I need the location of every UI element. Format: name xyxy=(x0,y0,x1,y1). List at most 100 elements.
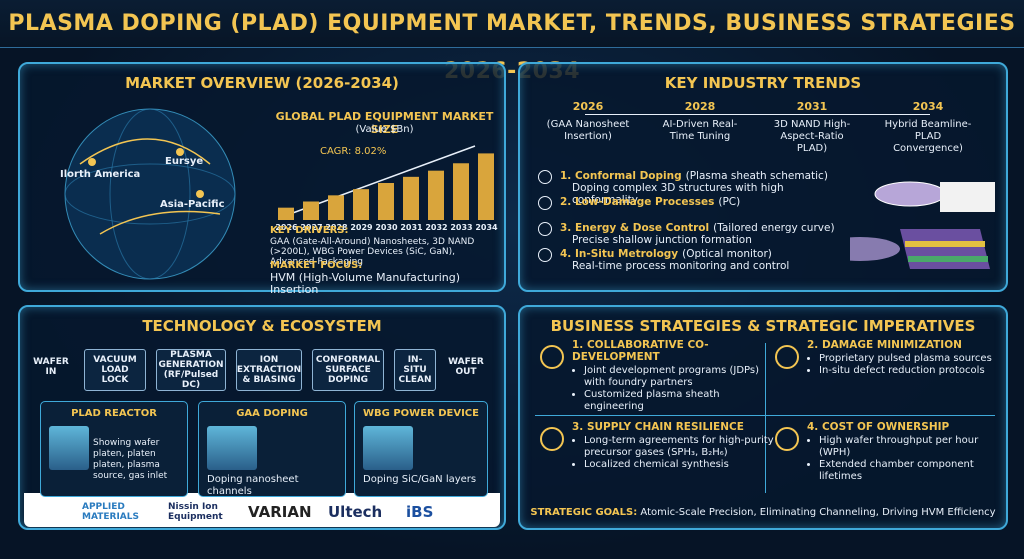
bullet: Customized plasma sheath engineering xyxy=(584,389,777,413)
x-tick-label: 2030 xyxy=(375,223,398,232)
strategy-icon xyxy=(540,427,564,451)
panel-heading: KEY INDUSTRY TRENDS xyxy=(664,74,862,92)
bar xyxy=(403,176,419,220)
page-title: PLASMA DOPING (PLAD) EQUIPMENT MARKET, T… xyxy=(0,0,1024,84)
strategy-icon xyxy=(775,427,799,451)
bullet: Extended chamber component lifetimes xyxy=(819,459,1012,483)
card-title: WBG POWER DEVICE xyxy=(363,408,479,419)
card-desc: Doping SiC/GaN layers xyxy=(363,474,477,485)
partner-logo: VARIAN xyxy=(248,503,312,521)
trend-icon xyxy=(538,248,552,262)
trend-note: (Optical monitor) xyxy=(682,248,772,260)
bullet: High wafer throughput per hour (WPH) xyxy=(819,435,1012,459)
strategy: 3. SUPPLY CHAIN RESILIENCE Long-term agre… xyxy=(572,421,777,471)
trend-item: 3. Energy & Dose Control (Tailored energy… xyxy=(560,222,850,246)
card-illustration xyxy=(207,426,257,470)
card-desc: Doping nanosheet channels xyxy=(207,474,299,497)
x-tick-label: 2027 xyxy=(300,223,322,232)
bar xyxy=(453,163,469,220)
trend-title: 3. Energy & Dose Control xyxy=(560,222,710,234)
flow-step: PLASMA GENERATION (RF/Pulsed DC) xyxy=(156,349,226,391)
strategy-icon xyxy=(540,345,564,369)
strategy-title: 4. COST OF OWNERSHIP xyxy=(807,421,950,433)
timeline-label: Hybrid Beamline-PLAD Convergence) xyxy=(884,119,972,154)
bullet-list: Proprietary pulsed plasma sourcesIn-situ… xyxy=(807,353,1012,377)
x-tick-label: 2032 xyxy=(425,223,447,232)
trend-icon xyxy=(538,196,552,210)
partner-logo: Ultech xyxy=(328,503,383,521)
bar xyxy=(353,189,369,220)
bar xyxy=(428,170,444,220)
trend-item: 1. Conformal Doping (Plasma sheath schema… xyxy=(560,170,850,206)
drivers-label: KEY DRIVERS: xyxy=(270,225,349,236)
strategy: 2. DAMAGE MINIMIZATION Proprietary pulsed… xyxy=(807,339,1012,377)
chart-subtitle: (Value $Bn) xyxy=(355,124,414,135)
bar xyxy=(478,153,494,220)
panel-heading: BUSINESS STRATEGIES & STRATEGIC IMPERATI… xyxy=(550,317,976,335)
bullet: Long-term agreements for high-purity pre… xyxy=(584,435,777,459)
x-tick-label: 2031 xyxy=(400,223,423,232)
trends-panel: KEY INDUSTRY TRENDS 2026 (GAA Nanosheet I… xyxy=(518,62,1008,292)
cagr: CAGR: 8.02% xyxy=(320,146,387,157)
bar xyxy=(278,207,294,220)
flow-step: CONFORMAL SURFACE DOPING xyxy=(312,349,384,391)
card-illustration xyxy=(49,426,89,470)
card-title: PLAD REACTOR xyxy=(71,408,157,419)
trend-note: (Tailored energy curve) xyxy=(713,222,835,234)
x-tick-label: 2034 xyxy=(475,223,498,232)
trend-title: 2. Low-Damage Processes xyxy=(560,196,715,208)
strategy-title: 2. DAMAGE MINIMIZATION xyxy=(807,339,962,351)
bar xyxy=(328,195,344,220)
x-tick-label: 2033 xyxy=(450,223,472,232)
timeline-label: 3D NAND High-Aspect-Ratio PLAD) xyxy=(773,119,851,154)
x-tick-label: 2026 xyxy=(275,223,298,232)
bullet: Joint development programs (JDPs) with f… xyxy=(584,365,777,389)
timeline-year: 2031 xyxy=(796,100,828,113)
strategy: 4. COST OF OWNERSHIP High wafer throughpu… xyxy=(807,421,1012,483)
tech-card: GAA DOPING Doping nanosheet channels xyxy=(198,401,346,497)
bullet: Localized chemical synthesis xyxy=(584,459,777,471)
strategy: 1. COLLABORATIVE CO-DEVELOPMENTJoint dev… xyxy=(572,339,777,413)
bullet: Proprietary pulsed plasma sources xyxy=(819,353,1012,365)
card-desc: Showing wafer platen, platen platen, pla… xyxy=(93,438,168,481)
flow-step: ION EXTRACTION & BIASING xyxy=(236,349,302,391)
trend-title: 1. Conformal Doping xyxy=(560,170,682,182)
business-panel: BUSINESS STRATEGIES & STRATEGIC IMPERATI… xyxy=(518,305,1008,530)
bullet-list: High wafer throughput per hour (WPH)Exte… xyxy=(807,435,1012,483)
overview-panel: MARKET OVERVIEW (2026-2034) Ilorth Ameri… xyxy=(18,62,506,296)
panel-heading: MARKET OVERVIEW (2026-2034) xyxy=(125,74,399,92)
logo-strip xyxy=(24,493,500,527)
chart-title: GLOBAL PLAD EQUIPMENT MARKET SIZE xyxy=(275,110,494,136)
trend-desc: Real-time process monitoring and control xyxy=(572,260,790,272)
partner-logo: iBS xyxy=(406,503,434,521)
region-label: Ilorth America xyxy=(60,169,141,180)
drivers: GAA (Gate-All-Around) Nanosheets, 3D NAN… xyxy=(270,237,475,267)
goals: Atomic-Scale Precision, Eliminating Chan… xyxy=(640,507,996,518)
bar xyxy=(378,183,394,220)
timeline-year: 2026 xyxy=(572,100,604,113)
trend-desc: Doping complex 3D structures with high c… xyxy=(572,182,784,206)
flow-step: IN-SITU CLEAN xyxy=(394,349,436,391)
tech-panel: TECHNOLOGY & ECOSYSTEM WAFER IN VACUUM LO… xyxy=(18,305,506,530)
tech-card: PLAD REACTOR Showing wafer platen, platen… xyxy=(40,401,188,497)
trend-icon xyxy=(538,222,552,236)
timeline-year: 2028 xyxy=(684,100,716,113)
bullet-list: Joint development programs (JDPs) with f… xyxy=(572,365,777,413)
flow-step: VACUUM LOAD LOCK xyxy=(84,349,146,391)
trend-note: (Plasma sheath schematic) xyxy=(685,170,828,182)
trend-icon xyxy=(538,170,552,184)
panel-heading: TECHNOLOGY & ECOSYSTEM xyxy=(142,317,382,335)
bullet: In-situ defect reduction protocols xyxy=(819,365,1012,377)
region-label: Eursye xyxy=(165,156,204,167)
partner-logo: APPLIED MATERIALS xyxy=(82,502,139,522)
wafer-illustration xyxy=(850,181,995,269)
x-tick-label: 2029 xyxy=(350,223,373,232)
trend-item: 2. Low-Damage Processes (PC) xyxy=(560,196,850,208)
trend-note: (PC) xyxy=(718,196,741,208)
timeline-label: (GAA Nanosheet Insertion) xyxy=(546,119,630,142)
x-tick-label: 2028 xyxy=(325,223,348,232)
card-title: GAA DOPING xyxy=(236,408,308,419)
focus-label: MARKET FOCUS: xyxy=(270,260,363,271)
timeline-label: AI-Driven Real-Time Tuning xyxy=(662,119,738,142)
